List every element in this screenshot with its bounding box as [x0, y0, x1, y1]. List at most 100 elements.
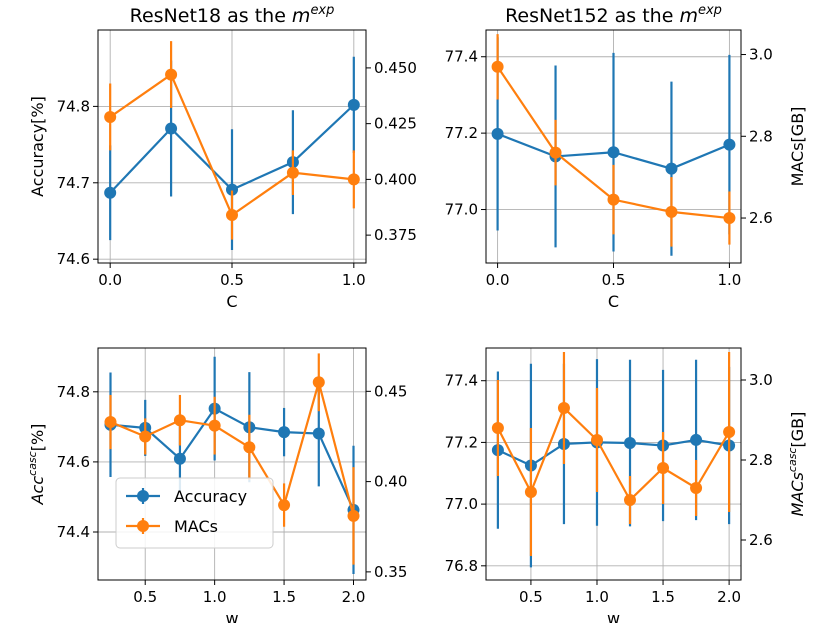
x-tick-label: 2.0 [717, 588, 741, 606]
macs-series-line [110, 378, 355, 517]
accuracy-data-point [278, 426, 291, 439]
y-tick-label: 77.2 [445, 124, 478, 142]
y-tick-label: 74.6 [57, 453, 90, 471]
x-tick-label: 0.0 [486, 271, 510, 289]
x-tick-label: 0.5 [133, 588, 157, 606]
accuracy-data-point [723, 138, 736, 151]
legend-macs-marker [137, 520, 149, 532]
macs-data-point [524, 486, 537, 498]
y2-tick-label: 0.35 [374, 563, 407, 581]
y2-tick-label: 2.8 [749, 127, 773, 145]
macs-data-point [491, 422, 504, 434]
macs-data-point [723, 212, 736, 225]
y2-tick-label: 2.6 [749, 531, 773, 549]
macs-data-point [590, 434, 603, 446]
macs-data-point [139, 430, 152, 443]
chart-title-sup: exp [310, 3, 334, 18]
x-tick-label: 1.0 [203, 588, 227, 606]
y-tick-label: 74.8 [57, 97, 90, 115]
y2-tick-label: 0.450 [374, 59, 417, 77]
x-tick-label: 1.0 [717, 271, 741, 289]
y2-tick-label: 3.0 [749, 46, 773, 64]
y2-tick-label: 0.425 [374, 115, 417, 133]
y-tick-label: 76.8 [445, 557, 478, 575]
y2-tick-label: 0.45 [374, 382, 407, 400]
macs-data-point [690, 482, 703, 494]
macs-data-point [165, 68, 178, 81]
macs-data-point [491, 60, 504, 73]
y-tick-label: 74.7 [57, 174, 90, 192]
macs-data-point [549, 146, 562, 159]
macs-data-point [104, 110, 117, 123]
y2-axis-label-sup: casc [786, 448, 799, 473]
x-axis-label: w [225, 609, 238, 623]
legend-accuracy-label: Accuracy [174, 487, 247, 506]
x-axis-label: C [226, 292, 237, 311]
y2-tick-label: 0.40 [374, 473, 407, 491]
y2-tick-label: 0.375 [374, 226, 417, 244]
y-axis-label: Acccasc[%] [26, 424, 47, 506]
y-tick-label: 74.6 [57, 250, 90, 268]
chart-title-var: m [679, 5, 698, 27]
y-axis-label-sup: casc [26, 451, 39, 476]
macs-data-point [104, 416, 117, 429]
chart-title-var: m [292, 5, 311, 27]
chart-title: ResNet152 as the mexp [505, 3, 722, 27]
macs-series-line [496, 406, 731, 502]
legend: Accuracy MACs [115, 477, 274, 549]
chart-title-sup: exp [698, 3, 722, 18]
legend-accuracy-marker [137, 490, 149, 502]
chart-title-prefix: ResNet152 as the [505, 5, 679, 27]
accuracy-data-point [226, 183, 238, 196]
plot-frame [485, 347, 742, 581]
accuracy-data-point [690, 433, 703, 446]
x-tick-label: 0.5 [602, 271, 626, 289]
accuracy-data-point [624, 437, 637, 450]
macs-data-point [347, 173, 360, 186]
macs-data-point [173, 414, 186, 427]
x-tick-label: 1.0 [342, 271, 366, 289]
x-axis-label: w [607, 609, 620, 623]
chart-panel-4: 0.5 1.0 1.5 2.0 76.8 77.0 77.2 77.4 2.6 2.8 3.0 w MA… [445, 347, 807, 623]
x-tick-label: 0.5 [519, 588, 543, 606]
y-tick-label: 74.8 [57, 383, 90, 401]
macs-data-point [665, 205, 678, 218]
x-tick-label: 0.5 [220, 271, 244, 289]
x-tick-label: 2.0 [342, 588, 366, 606]
y-tick-label: 77.4 [445, 48, 478, 66]
macs-data-point [624, 494, 637, 506]
y2-axis-label: MACs[GB] [788, 107, 807, 187]
macs-data-point [723, 426, 736, 438]
macs-data-point [208, 419, 221, 432]
y2-tick-label: 3.0 [749, 371, 773, 389]
macs-data-point [557, 402, 570, 414]
y2-axis-label: MACscasc[GB] [786, 412, 807, 517]
x-tick-label: 1.5 [651, 588, 675, 606]
y-tick-label: 77.0 [445, 495, 478, 513]
y-tick-label: 77.0 [445, 201, 478, 219]
macs-data-point [607, 193, 620, 206]
x-tick-label: 1.5 [272, 588, 296, 606]
x-tick-label: 0.0 [98, 271, 122, 289]
chart-panel-1: 0.0 0.5 1.0 74.6 74.7 74.8 0.375 0.400 0.425 0.45… [28, 3, 417, 311]
macs-data-point [347, 509, 360, 522]
y2-axis-label-var: MACs [788, 472, 807, 516]
chart-panel-3: 0.5 1.0 1.5 2.0 74.4 74.6 74.8 0.35 0.40 0.45 w Acc… [26, 347, 407, 623]
y-tick-label: 77.4 [445, 372, 478, 390]
accuracy-data-point [347, 98, 360, 111]
accuracy-data-point [104, 186, 117, 199]
y-axis-label-suffix: [%] [28, 424, 47, 452]
macs-data-point [226, 209, 238, 222]
y-tick-label: 74.4 [57, 523, 90, 541]
accuracy-data-point [491, 127, 504, 140]
y-axis-label-var: Acc [28, 476, 47, 506]
y2-tick-label: 2.6 [749, 209, 773, 227]
chart-panel-2: 0.0 0.5 1.0 77.0 77.2 77.4 2.6 2.8 3.0 ResNet152 … [445, 3, 807, 311]
accuracy-data-point [165, 122, 178, 135]
macs-data-point [286, 166, 299, 179]
legend-macs-label: MACs [174, 517, 218, 536]
macs-data-point [657, 462, 670, 474]
x-tick-label: 1.0 [585, 588, 609, 606]
macs-data-point [243, 441, 256, 454]
